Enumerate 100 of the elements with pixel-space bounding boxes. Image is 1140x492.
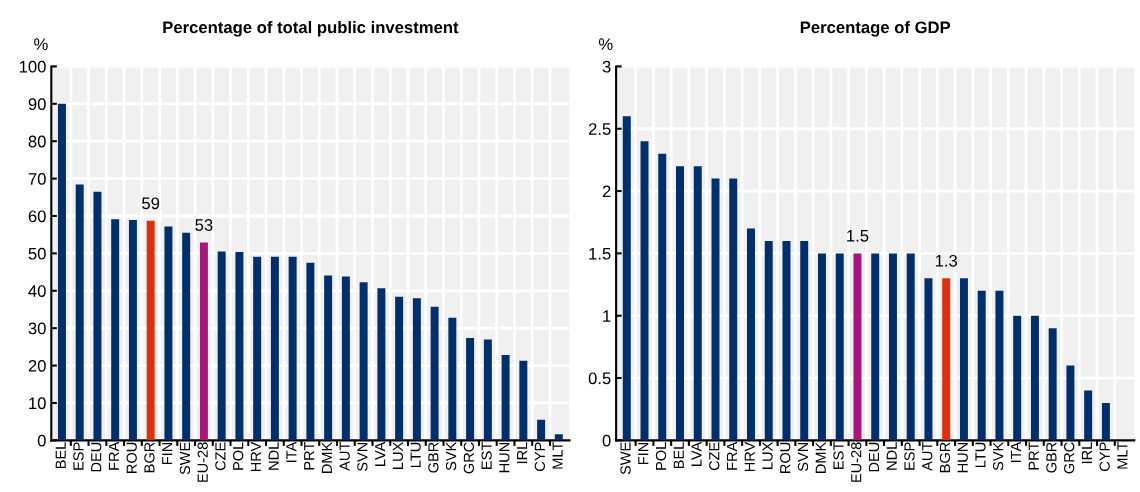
x-tick-label: PRT bbox=[1028, 442, 1039, 470]
bar bbox=[1084, 390, 1093, 441]
bar bbox=[977, 290, 986, 441]
data-label: 1.5 bbox=[847, 230, 869, 242]
x-tick-label: POL bbox=[232, 442, 244, 470]
bar bbox=[782, 240, 791, 441]
bar bbox=[324, 275, 333, 441]
bar bbox=[622, 116, 631, 441]
x-tick-label: PRT bbox=[304, 442, 315, 470]
y-tick-label: 60 bbox=[28, 210, 46, 223]
x-tick-label: FIN bbox=[638, 442, 649, 465]
bar bbox=[746, 228, 755, 441]
bar bbox=[430, 306, 439, 441]
bar bbox=[288, 256, 297, 441]
bar bbox=[395, 296, 404, 441]
y-tick-label: 1.5 bbox=[589, 247, 611, 260]
bar bbox=[693, 166, 702, 441]
x-tick-label: GBR bbox=[1046, 442, 1057, 473]
x-tick-label: DEU bbox=[868, 442, 880, 472]
bar bbox=[483, 339, 492, 441]
x-tick-label: EST bbox=[833, 442, 844, 469]
bar bbox=[959, 278, 968, 441]
bar bbox=[128, 220, 137, 441]
bar bbox=[377, 288, 386, 441]
x-tick-label: EU-28 bbox=[851, 442, 862, 482]
data-label: 59 bbox=[142, 197, 160, 210]
y-tick-label: 0.5 bbox=[588, 372, 611, 385]
x-tick-label: MLT bbox=[552, 442, 563, 469]
x-tick-label: SWE bbox=[179, 442, 191, 475]
bar bbox=[306, 262, 315, 441]
x-tick-label: LUX bbox=[762, 442, 773, 469]
bar bbox=[817, 253, 826, 441]
y-tick-label: 2.5 bbox=[588, 123, 611, 135]
x-tick-label: GBR bbox=[428, 442, 439, 473]
bar bbox=[764, 240, 773, 441]
y-tick-label: 80 bbox=[28, 135, 46, 148]
bar bbox=[57, 103, 66, 441]
x-tick-label: BEL bbox=[673, 442, 684, 469]
x-tick-label: GRC bbox=[463, 442, 475, 474]
x-tick-label: IRL bbox=[1081, 442, 1092, 464]
bar bbox=[906, 253, 915, 441]
x-tick-label: DEU bbox=[91, 442, 102, 472]
bar bbox=[146, 220, 155, 441]
y-tick-label: 30 bbox=[28, 322, 46, 335]
y-tick-label: 50 bbox=[28, 247, 46, 260]
bar bbox=[1013, 315, 1022, 441]
x-tick-label: HRV bbox=[744, 441, 755, 472]
x-tick-label: CZE bbox=[709, 442, 720, 471]
x-tick-label: NDL bbox=[268, 442, 279, 470]
x-tick-label: LUX bbox=[392, 442, 404, 469]
x-tick-label: HUN bbox=[957, 442, 968, 473]
x-tick-label: SVN bbox=[797, 442, 809, 472]
bar bbox=[253, 256, 262, 441]
x-tick-label: BEL bbox=[55, 442, 66, 469]
x-tick-label: HRV bbox=[250, 441, 261, 472]
bar bbox=[1030, 315, 1039, 441]
x-tick-label: AUT bbox=[339, 442, 350, 471]
x-tick-label: FIN bbox=[162, 442, 173, 465]
x-tick-label: SWE bbox=[620, 442, 631, 475]
bar bbox=[942, 278, 951, 441]
bar bbox=[270, 256, 279, 441]
bar bbox=[164, 226, 173, 441]
y-tick-label: 90 bbox=[28, 98, 46, 111]
bar bbox=[676, 166, 684, 441]
bar bbox=[466, 337, 475, 441]
x-tick-label: EU-28 bbox=[197, 442, 208, 482]
x-tick-label: CZE bbox=[215, 442, 226, 471]
x-tick-label: DMK bbox=[321, 441, 332, 473]
bar bbox=[853, 253, 862, 441]
x-tick-label: FRA bbox=[108, 441, 119, 470]
bar bbox=[835, 253, 844, 441]
x-tick-label: ITA bbox=[286, 441, 297, 462]
bar bbox=[111, 219, 120, 441]
x-tick-label: ROU bbox=[126, 442, 137, 473]
x-tick-label: ROU bbox=[780, 442, 791, 473]
x-tick-label: AUT bbox=[922, 442, 933, 471]
bar bbox=[75, 184, 84, 441]
y-axis-title: % bbox=[598, 38, 613, 50]
bar bbox=[341, 276, 350, 441]
bar bbox=[640, 141, 649, 441]
x-tick-label: DMK bbox=[815, 441, 826, 473]
x-tick-label: GRC bbox=[1064, 442, 1075, 474]
y-tick-label: 0 bbox=[602, 434, 611, 447]
bar bbox=[800, 240, 809, 441]
bar bbox=[519, 360, 528, 441]
y-tick-label: 40 bbox=[28, 285, 46, 297]
x-tick-label: LVA bbox=[691, 441, 702, 466]
bar bbox=[412, 298, 421, 441]
x-tick-label: CYP bbox=[1099, 442, 1110, 471]
bar bbox=[871, 253, 880, 441]
bar bbox=[729, 178, 738, 441]
y-tick-label: 20 bbox=[28, 359, 46, 372]
data-label: 1.3 bbox=[935, 254, 958, 267]
bar bbox=[1101, 402, 1110, 441]
bar bbox=[199, 242, 208, 441]
y-tick-label: 3 bbox=[602, 60, 611, 73]
bar bbox=[501, 355, 510, 441]
y-tick-label: 70 bbox=[28, 173, 46, 185]
bar bbox=[888, 253, 897, 441]
x-tick-label: POL bbox=[655, 442, 667, 470]
